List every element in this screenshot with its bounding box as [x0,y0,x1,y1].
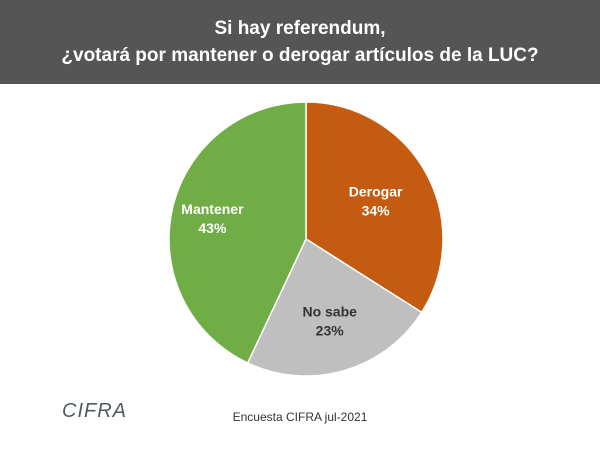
pie-chart: Derogar 34% No sabe 23% Mantener 43% [168,101,444,377]
slice-name-label: Mantener [181,201,244,217]
slice-value-label: 34% [362,203,391,219]
slice-name-label: Derogar [349,184,403,200]
pie-slice-mantener [168,101,307,364]
chart-title: Si hay referendum, ¿votará por mantener … [0,0,600,84]
chart-title-line-2: ¿votará por mantener o derogar artículos… [61,45,539,66]
pie-slice-no-sabe [246,237,423,377]
slice-name-label: No sabe [302,304,357,320]
pie-slice-derogar [305,101,444,314]
slice-value-label: 23% [316,323,345,339]
slice-value-label: 43% [198,220,227,236]
cifra-logo: CIFRA [62,400,127,422]
chart-title-line-1: Si hay referendum, [214,18,386,39]
source-note: Encuesta CIFRA jul-2021 [232,410,368,424]
